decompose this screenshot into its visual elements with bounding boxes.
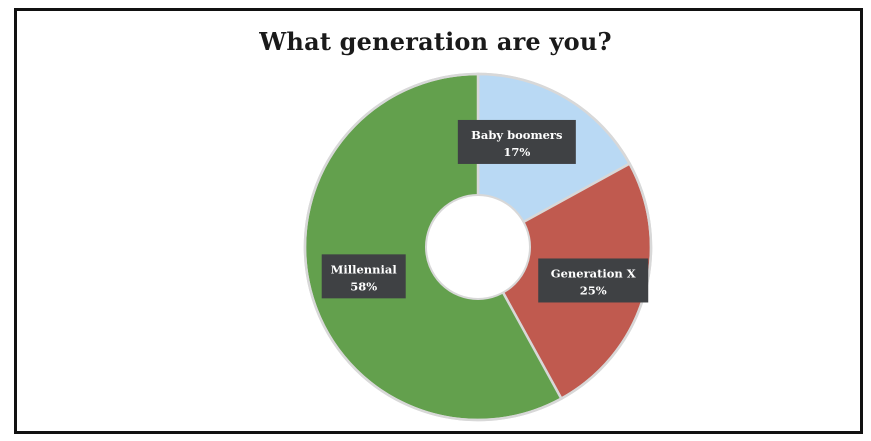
donut-outer-ring: [303, 72, 653, 422]
label-box: [538, 258, 649, 303]
slice-label-generation-x: Generation X 25%: [538, 258, 649, 303]
label-category: Baby boomers: [471, 128, 562, 142]
label-box: [321, 254, 406, 299]
label-category: Generation X: [551, 266, 636, 280]
donut-hole: [425, 194, 531, 300]
label-percent: 58%: [350, 279, 377, 293]
label-category: Millennial: [331, 262, 398, 276]
label-box: [457, 119, 576, 164]
slice-label-millennial: Millennial 58%: [321, 254, 406, 299]
chart-title: What generation are you?: [259, 27, 612, 56]
label-percent: 25%: [580, 283, 607, 297]
slice-label-baby-boomers: Baby boomers 17%: [457, 119, 576, 164]
label-percent: 17%: [503, 145, 530, 159]
slice-labels: Baby boomers 17% Generation X 25% Millennial…: [321, 119, 649, 303]
